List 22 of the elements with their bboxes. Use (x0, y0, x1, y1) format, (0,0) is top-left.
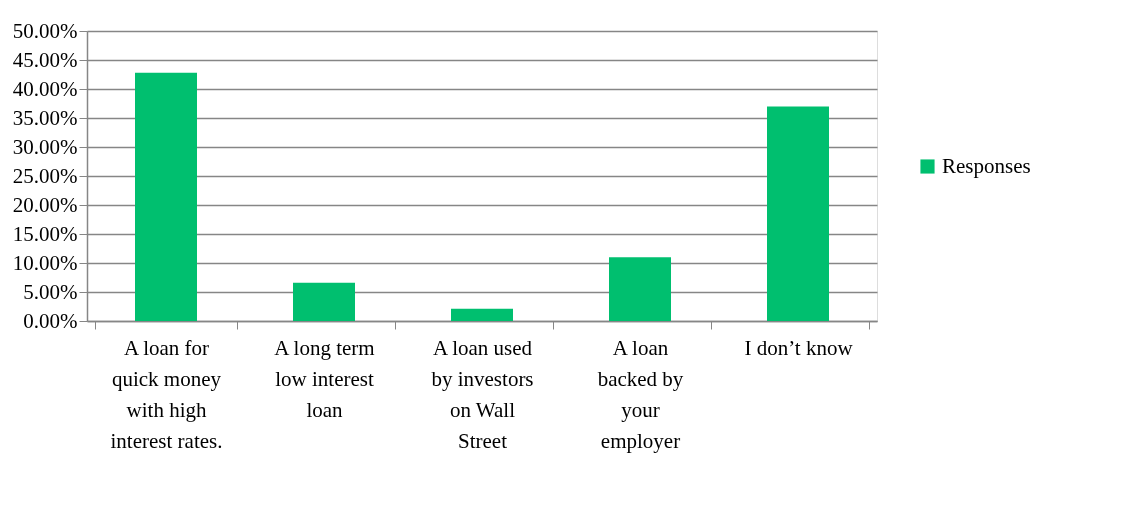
legend-label: Responses (942, 153, 1031, 178)
y-tick-label: 20.00% (12, 192, 78, 217)
y-tick-label: 35.00% (12, 105, 78, 130)
y-tick-label: 40.00% (12, 76, 78, 101)
bar (609, 257, 671, 321)
y-tick-label: 45.00% (12, 47, 78, 72)
x-tick-label: I don’t know (744, 335, 854, 360)
y-tick-label: 50.00% (12, 18, 78, 43)
y-tick-label: 0.00% (23, 308, 78, 333)
bar (293, 282, 355, 321)
y-tick-label: 30.00% (12, 134, 78, 159)
y-tick-label: 25.00% (12, 163, 78, 188)
y-tick-label: 5.00% (23, 279, 78, 304)
x-tick-label: A loan used by investors on Wall Street (431, 335, 534, 453)
y-tick-label: 15.00% (12, 221, 78, 246)
bar (451, 308, 513, 321)
x-tick-label: A loan backed by your employer (597, 335, 684, 453)
bar (767, 106, 829, 321)
x-tick-label: A long term low interest loan (274, 335, 375, 422)
x-tick-label: A loan for quick money with high interest rates. (110, 335, 223, 453)
y-tick-label: 10.00% (12, 250, 78, 275)
bar (135, 72, 197, 321)
